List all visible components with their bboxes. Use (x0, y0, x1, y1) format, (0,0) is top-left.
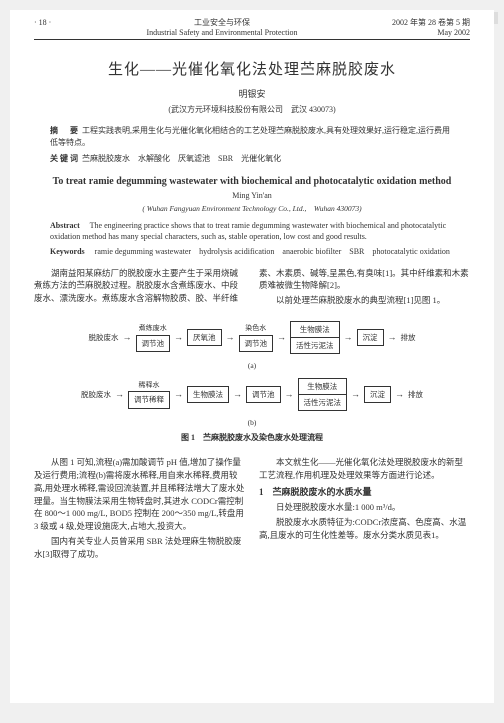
flow-a-stack: 生物膜法 活性污泥法 (290, 321, 340, 355)
abstract-cn: 摘 要 工程实践表明,采用生化与光催化氧化相结合的工艺处理苎麻脱胶废水,具有处理… (50, 125, 454, 149)
keywords-cn-text: 苎麻脱胶废水 水解酸化 厌氧滤池 SBR 光催化氧化 (82, 154, 281, 163)
issue-date: May 2002 (350, 28, 470, 38)
arrow-icon: → (226, 333, 235, 342)
arrow-icon: → (285, 390, 294, 399)
journal-name-cn: 工业安全与环保 (94, 18, 350, 28)
arrow-icon: → (174, 390, 183, 399)
arrow-icon: → (174, 333, 183, 342)
section-1-heading: 1 苎麻脱胶废水的水质水量 (259, 486, 470, 500)
affiliation-cn: (武汉方元环境科技股份有限公司 武汉 430073) (34, 104, 470, 115)
journal-name-en: Industrial Safety and Environmental Prot… (94, 28, 350, 38)
body-columns: 湖南益阳某麻纺厂的脱胶废水主要产生于采用烧碱煮练方法的苎麻脱胶过程。脱胶废水含煮… (34, 267, 470, 561)
arrow-icon: → (351, 390, 360, 399)
flow-a-box5: 沉淀 (357, 329, 384, 346)
flow-b-stack: 生物膜法 活性污泥法 (298, 378, 348, 412)
abstract-cn-text: 工程实践表明,采用生化与光催化氧化相结合的工艺处理苎麻脱胶废水,具有处理效果好,… (50, 126, 450, 147)
arrow-icon: → (123, 333, 132, 342)
body-p3: 本文就生化——光催化氧化法处理脱胶废水的新型工艺流程,作用机理及处理效果等方面进… (259, 456, 470, 482)
author-cn: 明银安 (34, 87, 470, 100)
flow-a-box1: 调节池 (136, 335, 171, 352)
keywords-en-label: Keywords (50, 247, 85, 256)
keywords-en-text: ramie degumming wastewater hydrolysis ac… (95, 247, 450, 256)
arrow-icon: → (115, 390, 124, 399)
affiliation-en: ( Wuhan Fangyuan Environment Technology … (34, 203, 470, 214)
flow-b-stack-bot: 活性污泥法 (299, 395, 347, 410)
flow-a-input: 脱胶废水 (89, 332, 119, 343)
page: · 18 · 工业安全与环保 Industrial Safety and Env… (10, 10, 494, 703)
abstract-en: Abstract The engineering practice shows … (50, 220, 454, 242)
keywords-en: Keywords ramie degumming wastewater hydr… (50, 246, 454, 257)
flow-b-label1: 稀释水 (139, 380, 160, 391)
title-en: To treat ramie degumming wastewater with… (34, 176, 470, 187)
title-cn: 生化——光催化氧化法处理苎麻脱胶废水 (34, 58, 470, 79)
arrow-icon: → (395, 390, 404, 399)
page-header: · 18 · 工业安全与环保 Industrial Safety and Env… (34, 18, 470, 40)
arrow-icon: → (344, 333, 353, 342)
figure-1: 脱胶废水 → 煮练废水 调节池 → 厌氧池 → 染色水 调节池 → 生物膜法 活… (34, 315, 470, 451)
author-en: Ming Yin'an (34, 191, 470, 200)
page-number: · 18 · (34, 18, 94, 27)
flow-a-sublabel: (a) (34, 360, 470, 371)
body-p4: 日处理脱胶废水水量:1 000 m³/d。 (259, 501, 470, 514)
flow-a-stack-bot: 活性污泥法 (291, 338, 339, 353)
flowchart-b: 脱胶废水 → 稀释水 调节稀释 → 生物膜法 → 调节池 → 生物膜法 活性污泥… (34, 378, 470, 412)
issue-info: 2002 年第 28 卷第 5 期 (350, 18, 470, 28)
flow-b-box5: 沉淀 (364, 386, 391, 403)
flow-b-box3: 调节池 (246, 386, 281, 403)
flow-b-input: 脱胶废水 (81, 389, 111, 400)
flow-b-stack-top: 生物膜法 (299, 379, 347, 395)
abstract-en-label: Abstract (50, 221, 80, 230)
flow-b-output: 排放 (408, 389, 423, 400)
flow-a-output: 排放 (401, 332, 416, 343)
keywords-cn: 关键词 苎麻脱胶废水 水解酸化 厌氧滤池 SBR 光催化氧化 (50, 153, 454, 164)
body-p5: 脱胶废水水质特征为:CODCr浓度高、色度高、水温高,且废水的可生化性差等。废水… (259, 516, 470, 542)
abstract-en-text: The engineering practice shows that to t… (50, 221, 446, 241)
figure-1-caption: 图 1 苎麻脱胶废水及染色废水处理流程 (34, 432, 470, 444)
flowchart-a: 脱胶废水 → 煮练废水 调节池 → 厌氧池 → 染色水 调节池 → 生物膜法 活… (34, 321, 470, 355)
flow-a-label2: 染色水 (245, 323, 266, 334)
flow-a-box3: 调节池 (239, 335, 274, 352)
intro-p2: 以前处理苎麻脱胶废水的典型流程[1]见图 1。 (259, 294, 470, 307)
flow-a-box2: 厌氧池 (187, 329, 222, 346)
body-p2: 国内有关专业人员曾采用 SBR 法处理麻生物脱胶废水[3]取得了成功。 (34, 535, 245, 561)
arrow-icon: → (277, 333, 286, 342)
arrow-icon: → (388, 333, 397, 342)
flow-b-box1: 调节稀释 (128, 391, 170, 408)
arrow-icon: → (233, 390, 242, 399)
flow-b-box2: 生物膜法 (187, 386, 229, 403)
keywords-cn-label: 关键词 (50, 154, 80, 163)
flow-a-stack-top: 生物膜法 (291, 322, 339, 338)
body-p1: 从图 1 可知,流程(a)需加酸调节 pH 值,增加了操作量及运行费用;流程(b… (34, 456, 245, 533)
abstract-cn-label: 摘 要 (50, 126, 80, 135)
flow-a-label1: 煮练废水 (139, 323, 167, 334)
flow-b-sublabel: (b) (34, 417, 470, 428)
